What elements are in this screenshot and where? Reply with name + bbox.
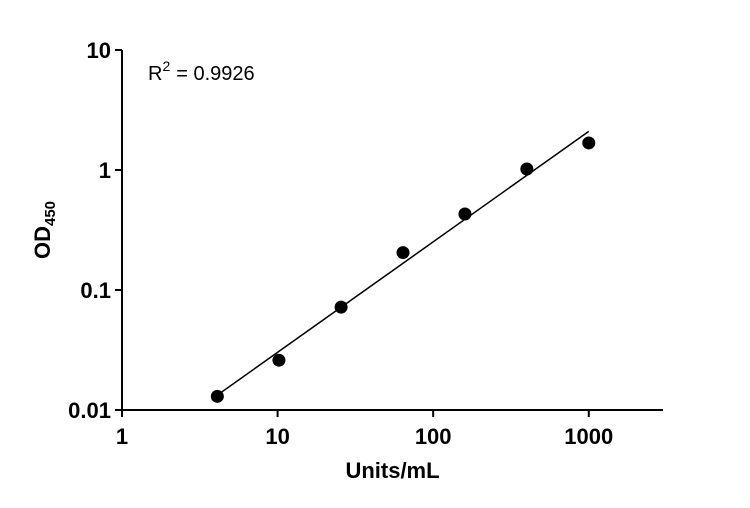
data-point — [334, 300, 348, 314]
data-point — [520, 162, 534, 176]
y-tick-label: 10 — [87, 38, 111, 63]
y-ticks: 0.01 0.1 1 10 — [68, 38, 122, 423]
axes — [121, 50, 663, 411]
y-tick-label: 0.01 — [68, 398, 111, 423]
data-point — [396, 246, 410, 260]
data-point — [582, 136, 596, 150]
x-axis-title: Units/mL — [345, 458, 439, 483]
r-squared-annotation: R2 = 0.9926 — [148, 58, 255, 85]
data-points — [210, 136, 596, 403]
data-point — [458, 207, 472, 221]
x-tick-label: 100 — [415, 424, 452, 449]
y-axis-title-subscript: 450 — [42, 201, 59, 226]
y-tick-label: 0.1 — [80, 278, 111, 303]
y-tick-label: 1 — [99, 158, 111, 183]
x-tick-label: 10 — [265, 424, 289, 449]
data-point — [210, 389, 224, 403]
y-axis-title-main: OD — [30, 226, 55, 259]
y-axis-title: OD450 — [30, 201, 59, 259]
data-point — [272, 353, 286, 367]
x-tick-label: 1 — [116, 424, 128, 449]
r-squared-r: R — [148, 63, 162, 85]
r-squared-value: = 0.9926 — [176, 63, 254, 85]
x-tick-label: 1000 — [564, 424, 613, 449]
x-ticks: 1 10 100 1000 — [116, 410, 613, 449]
r-squared-superscript: 2 — [162, 58, 170, 74]
